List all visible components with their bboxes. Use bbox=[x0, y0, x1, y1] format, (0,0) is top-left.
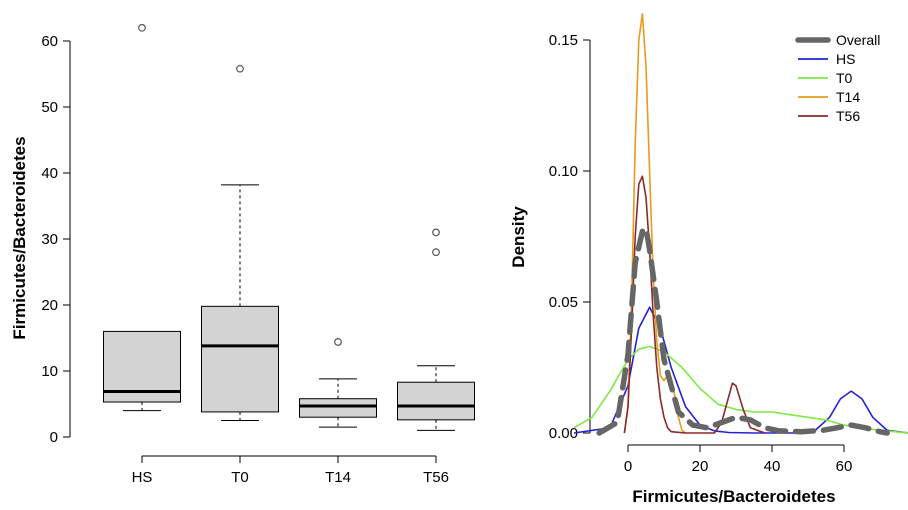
outlier-point bbox=[138, 23, 146, 32]
density-y-tick-label: 0.05 bbox=[549, 294, 578, 311]
box-plot-panel: 0 10 20 30 40 50 60 HS T0 T14 T56 Firmicutes/Bact… bbox=[10, 23, 475, 486]
density-x-axis-title: Firmicutes/Bacteroidetes bbox=[632, 487, 835, 506]
density-y-tick-label: 0.00 bbox=[549, 425, 578, 442]
legend-label: T14 bbox=[836, 89, 860, 105]
box-t0 bbox=[201, 64, 279, 421]
box-y-tick-label: 30 bbox=[41, 231, 58, 248]
legend-item-t0: T0 bbox=[798, 70, 853, 86]
box-x-tick-label: T0 bbox=[231, 469, 249, 486]
legend-item-hs: HS bbox=[798, 51, 855, 67]
density-curves bbox=[573, 13, 908, 436]
box-y-tick-label: 10 bbox=[41, 363, 58, 380]
box-t14 bbox=[299, 338, 377, 428]
density-x-axis: 0 20 40 60 bbox=[624, 444, 853, 475]
legend-item-t14: T14 bbox=[798, 89, 860, 105]
legend-label: Overall bbox=[836, 32, 880, 48]
box-x-tick-label: T56 bbox=[423, 469, 449, 486]
density-x-tick-label: 60 bbox=[836, 458, 853, 475]
box-t56 bbox=[397, 228, 475, 431]
box-rect bbox=[201, 305, 279, 413]
box-y-tick-label: 20 bbox=[41, 297, 58, 314]
density-x-tick-label: 20 bbox=[692, 458, 709, 475]
outlier-point bbox=[432, 228, 440, 237]
density-line-t56 bbox=[623, 175, 766, 434]
legend-label: T0 bbox=[836, 70, 853, 86]
density-y-tick-label: 0.15 bbox=[549, 32, 578, 49]
density-line-hs bbox=[573, 306, 908, 434]
box-x-tick-label: HS bbox=[132, 469, 153, 486]
box-plot-marks bbox=[103, 23, 475, 431]
density-y-axis: 0.00 0.05 0.10 0.15 bbox=[549, 32, 591, 442]
density-line-t14 bbox=[623, 13, 687, 434]
density-y-tick-label: 0.10 bbox=[549, 163, 578, 180]
density-plot-panel: 0.00 0.05 0.10 0.15 0 20 40 60 Overall HS T0 T14 T… bbox=[509, 13, 908, 506]
legend-item-t56: T56 bbox=[798, 108, 860, 124]
box-y-tick-label: 0 bbox=[50, 429, 58, 446]
density-line-overall bbox=[596, 225, 890, 436]
box-rect bbox=[299, 398, 377, 418]
box-y-tick-label: 40 bbox=[41, 165, 58, 182]
box-x-axis: HS T0 T14 T56 bbox=[132, 455, 449, 486]
box-y-tick-label: 60 bbox=[41, 33, 58, 50]
box-rect bbox=[397, 381, 475, 421]
box-y-axis-title: Firmicutes/Bacteroidetes bbox=[10, 136, 29, 339]
box-hs bbox=[103, 23, 181, 412]
density-x-tick-label: 40 bbox=[764, 458, 781, 475]
box-y-axis: 0 10 20 30 40 50 60 bbox=[41, 33, 71, 446]
outlier-point bbox=[334, 338, 342, 346]
box-y-tick-label: 50 bbox=[41, 99, 58, 116]
legend-item-overall: Overall bbox=[795, 32, 880, 48]
density-y-axis-title: Density bbox=[509, 206, 528, 268]
legend-label: HS bbox=[836, 51, 855, 67]
outlier-point bbox=[432, 248, 440, 257]
legend-label: T56 bbox=[836, 108, 860, 124]
legend: Overall HS T0 T14 T56 bbox=[795, 32, 880, 124]
box-x-tick-label: T14 bbox=[325, 469, 351, 486]
outlier-point bbox=[236, 64, 244, 73]
density-x-tick-label: 0 bbox=[624, 458, 632, 475]
